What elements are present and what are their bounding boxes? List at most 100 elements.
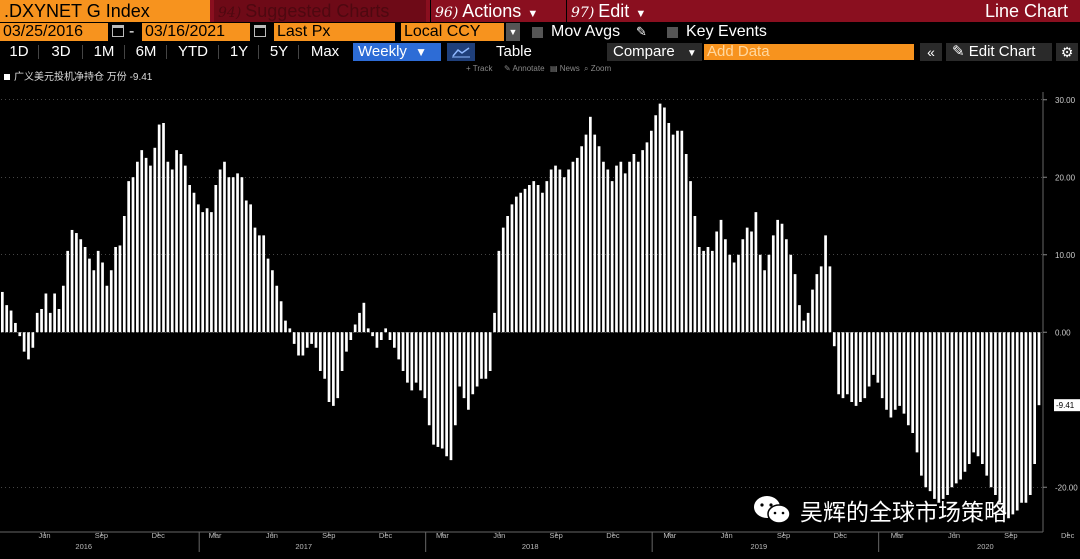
edit-chart-button[interactable]: ✎ Edit Chart	[946, 43, 1052, 61]
bar	[728, 254, 732, 333]
suggested-charts-number: 94)	[218, 5, 242, 21]
bar	[754, 212, 758, 333]
gear-icon[interactable]: ⚙	[1056, 43, 1078, 61]
bar	[767, 254, 771, 333]
period-5y-button[interactable]: 5Y	[269, 43, 289, 60]
bar	[872, 332, 875, 375]
caret-down-icon: ▼	[686, 48, 697, 59]
actions-menu-button[interactable]: 96) Actions ▼	[430, 0, 562, 22]
calendar-icon[interactable]	[254, 25, 266, 37]
bar	[689, 181, 692, 333]
frequency-select[interactable]: Weekly ▼	[353, 43, 441, 61]
table-view-button[interactable]: Table	[496, 43, 532, 60]
bar	[628, 161, 631, 333]
calendar-icon[interactable]	[112, 25, 124, 37]
price-field-select[interactable]: Last Px	[274, 23, 395, 41]
security-ticker-field[interactable]: .DXYNET G Index	[0, 0, 210, 22]
bar	[140, 150, 144, 333]
add-data-input[interactable]: Add Data	[704, 44, 914, 60]
bar	[488, 332, 492, 371]
bar	[676, 130, 679, 333]
compare-button[interactable]: Compare ▼	[607, 43, 702, 61]
bar	[645, 142, 649, 333]
legend-swatch	[4, 74, 10, 80]
date-range-bar: 03/25/2016 - 03/16/2021 Last Px Local CC…	[0, 22, 1080, 42]
bar	[122, 216, 126, 333]
bar	[301, 332, 305, 356]
bar	[192, 192, 196, 333]
bar	[471, 332, 475, 395]
bar	[88, 258, 91, 333]
bar	[22, 332, 26, 352]
x-tick-label: Mar	[891, 531, 904, 540]
x-tick-label: Sep	[95, 531, 108, 540]
collapse-left-icon[interactable]: «	[920, 43, 942, 61]
bar	[567, 169, 570, 333]
key-events-checkbox[interactable]	[667, 27, 678, 38]
bar	[467, 332, 470, 410]
mov-avgs-checkbox[interactable]	[532, 27, 543, 38]
period-1d-button[interactable]: 1D	[9, 43, 29, 60]
period-1y-button[interactable]: 1Y	[229, 43, 249, 60]
bar	[549, 169, 553, 333]
bar	[427, 332, 431, 426]
period-3d-button[interactable]: 3D	[51, 43, 71, 60]
bar	[854, 332, 858, 406]
period-6m-button[interactable]: 6M	[135, 43, 157, 60]
bar	[697, 247, 701, 333]
annotate-tool[interactable]: ✎ Annotate	[504, 64, 545, 73]
bar-chart[interactable]: 30.00 20.00 10.00 0.00 -20.00 -9.41 Jun Sep Dec M…	[0, 62, 1080, 559]
mov-avgs-label: Mov Avgs	[551, 23, 621, 40]
bar	[166, 161, 170, 333]
track-tool[interactable]: + Track	[466, 64, 492, 73]
bar	[994, 332, 997, 495]
menu-bar: .DXYNET G Index 94) Suggested Charts 96) A…	[0, 0, 1080, 22]
suggested-charts-button[interactable]: 94) Suggested Charts	[214, 0, 426, 22]
pencil-icon[interactable]: ✎	[636, 24, 647, 39]
news-tool[interactable]: ▤ News	[550, 64, 580, 73]
bar	[632, 154, 636, 333]
compare-label: Compare	[613, 43, 675, 60]
bar	[597, 146, 601, 333]
period-ytd-button[interactable]: YTD	[178, 43, 208, 60]
bar	[889, 332, 893, 418]
bar	[741, 239, 745, 333]
separator	[166, 45, 167, 59]
x-tick-label: Dec	[834, 531, 848, 540]
bar	[462, 332, 466, 399]
bar	[641, 150, 644, 333]
bar	[79, 239, 83, 333]
legend-series-label: 广义美元投机净持仓 万份	[14, 72, 127, 83]
bar	[249, 204, 252, 333]
bar	[798, 305, 801, 333]
bar	[967, 332, 971, 464]
bar	[837, 332, 840, 395]
bar	[183, 165, 187, 333]
currency-select[interactable]: Local CCY	[401, 23, 504, 41]
period-max-button[interactable]: Max	[310, 43, 340, 60]
end-date-input[interactable]: 03/16/2021	[142, 23, 250, 41]
bar	[236, 173, 239, 333]
bar	[1002, 332, 1006, 515]
currency-dropdown-icon[interactable]: ▼	[506, 23, 520, 41]
bar	[506, 216, 509, 333]
zoom-tool[interactable]: ⌕ Zoom	[584, 64, 611, 74]
edit-menu-button[interactable]: 97) Edit ▼	[566, 0, 662, 22]
bar	[14, 322, 17, 333]
bar	[780, 223, 784, 333]
x-tick-label: Jun	[721, 531, 733, 540]
line-chart-icon[interactable]	[447, 43, 475, 61]
period-1m-button[interactable]: 1M	[93, 43, 115, 60]
bar	[737, 254, 740, 333]
bar	[453, 332, 457, 426]
bar	[449, 332, 453, 461]
bar	[510, 204, 514, 333]
last-value-label: -9.41	[1056, 401, 1075, 410]
bar	[70, 229, 74, 333]
bar	[950, 332, 954, 488]
start-date-input[interactable]: 03/25/2016	[0, 23, 108, 41]
bar	[384, 328, 387, 333]
x-tick-label: Sep	[549, 531, 562, 540]
bar	[336, 332, 340, 399]
zoom-icon: ⌕	[584, 64, 591, 73]
